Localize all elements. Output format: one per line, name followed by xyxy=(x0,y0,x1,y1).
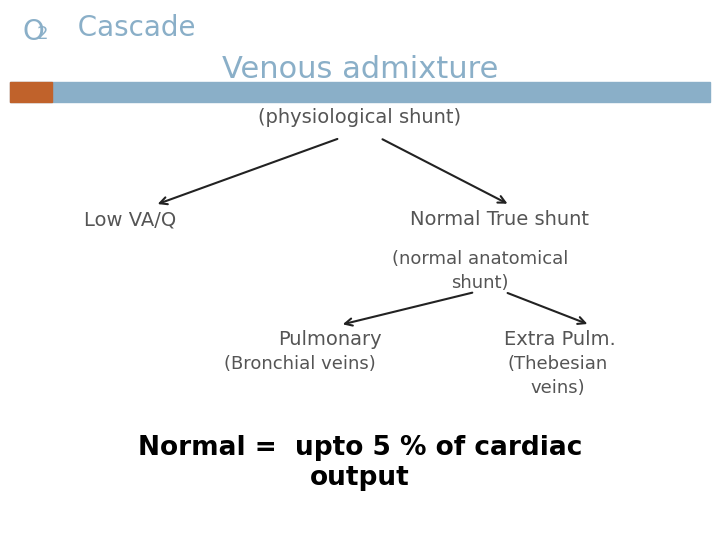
Text: (Thebesian
veins): (Thebesian veins) xyxy=(508,355,608,396)
Bar xyxy=(10,82,52,102)
Text: Low VA/Q: Low VA/Q xyxy=(84,210,176,229)
Text: Normal =  upto 5 % of cardiac: Normal = upto 5 % of cardiac xyxy=(138,435,582,461)
Text: (physiological shunt): (physiological shunt) xyxy=(258,108,462,127)
Text: Normal True shunt: Normal True shunt xyxy=(410,210,590,229)
Text: O: O xyxy=(22,18,44,46)
Text: Pulmonary: Pulmonary xyxy=(278,330,382,349)
Text: Venous admixture: Venous admixture xyxy=(222,55,498,84)
Text: (Bronchial veins): (Bronchial veins) xyxy=(224,355,376,373)
Bar xyxy=(10,82,710,102)
Text: output: output xyxy=(310,465,410,491)
Text: Extra Pulm.: Extra Pulm. xyxy=(504,330,616,349)
Text: 2: 2 xyxy=(37,25,48,43)
Text: Cascade: Cascade xyxy=(60,14,196,42)
Text: (normal anatomical
shunt): (normal anatomical shunt) xyxy=(392,250,568,292)
